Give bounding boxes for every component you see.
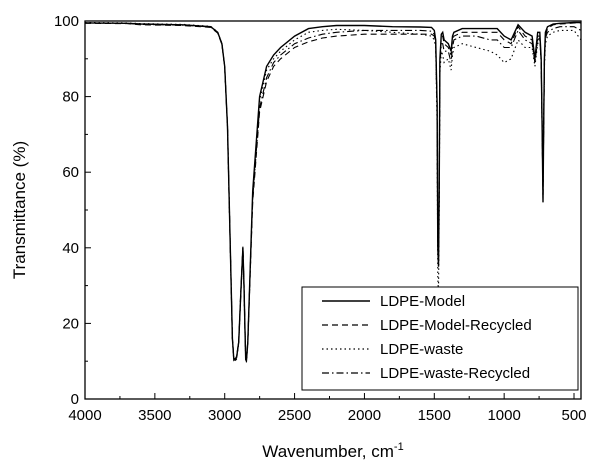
- legend-entries: LDPE-Model LDPE-Model-Recycled LDPE-waste L…: [322, 293, 532, 382]
- legend-label-2: LDPE-Model-Recycled: [380, 317, 532, 334]
- legend-label-4: LDPE-waste-Recycled: [380, 365, 530, 382]
- x-tick-label-500: 500: [561, 407, 586, 424]
- series-line-4: [84, 22, 582, 363]
- y-tick-label-60: 60: [62, 164, 79, 181]
- legend-label-1: LDPE-Model: [380, 293, 465, 310]
- y-tick-label-100: 100: [54, 13, 79, 30]
- x-axis-label: Wavenumber, cm-1: [262, 441, 403, 461]
- y-tick-label-20: 20: [62, 315, 79, 332]
- x-tick-label-3000: 3000: [208, 407, 241, 424]
- x-tick-label-4000: 4000: [68, 407, 101, 424]
- x-axis-label-superscript: -1: [394, 441, 404, 453]
- y-axis-label: Transmittance (%): [10, 141, 29, 279]
- x-tick-label-2000: 2000: [348, 407, 381, 424]
- ticks-layer: 4000 3500 3000 2500 2000 1500 1000 500 0 20 40 60 80…: [54, 13, 587, 424]
- series-line-1: [84, 21, 581, 362]
- legend-label-3: LDPE-waste: [380, 341, 463, 358]
- y-tick-label-40: 40: [62, 240, 79, 257]
- x-axis-label-text: Wavenumber, cm: [262, 442, 394, 461]
- y-tick-label-0: 0: [71, 391, 79, 408]
- y-tick-label-80: 80: [62, 89, 79, 106]
- x-tick-label-1000: 1000: [487, 407, 520, 424]
- x-tick-label-1500: 1500: [418, 407, 451, 424]
- x-tick-label-3500: 3500: [138, 407, 171, 424]
- x-tick-label-2500: 2500: [278, 407, 311, 424]
- series-layer: [84, 21, 582, 363]
- legend: LDPE-Model LDPE-Model-Recycled LDPE-waste L…: [301, 286, 579, 391]
